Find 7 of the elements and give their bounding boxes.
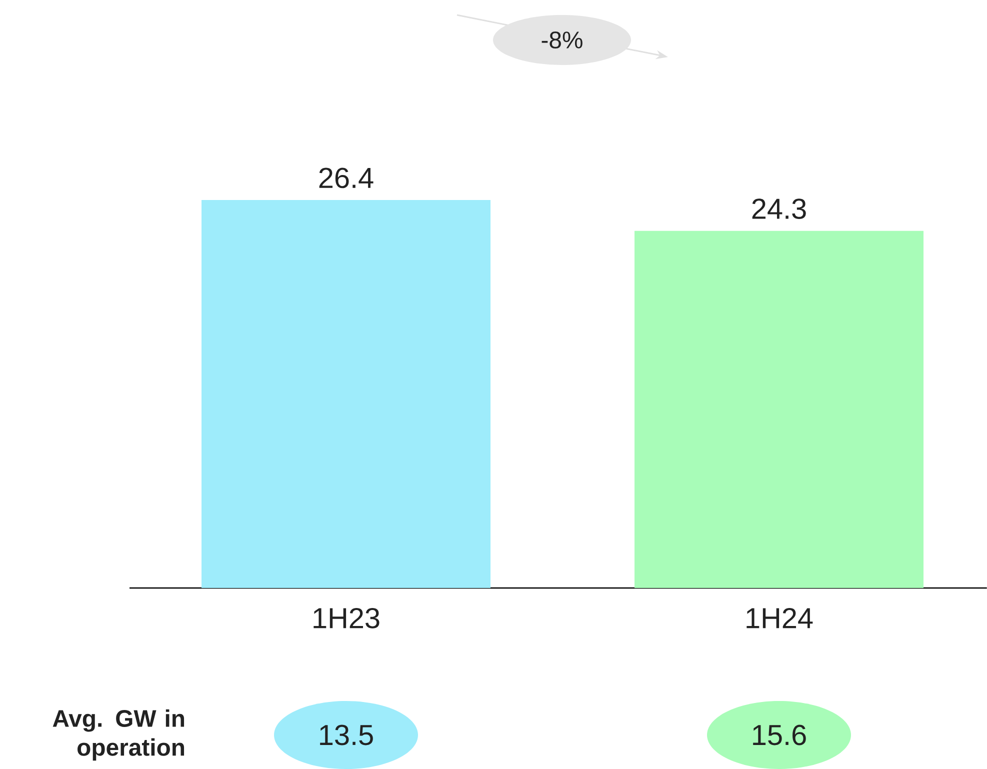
data-label: 24.3 [752, 198, 806, 220]
x-tick-label: 1H23 [314, 608, 380, 628]
data-label: 26.4 [319, 168, 374, 188]
x-tick-label: 1H24 [746, 608, 813, 628]
text: 13.5 [320, 724, 373, 746]
text: 15.6 [753, 724, 806, 746]
text: Avg. GW in operation [52, 709, 184, 761]
